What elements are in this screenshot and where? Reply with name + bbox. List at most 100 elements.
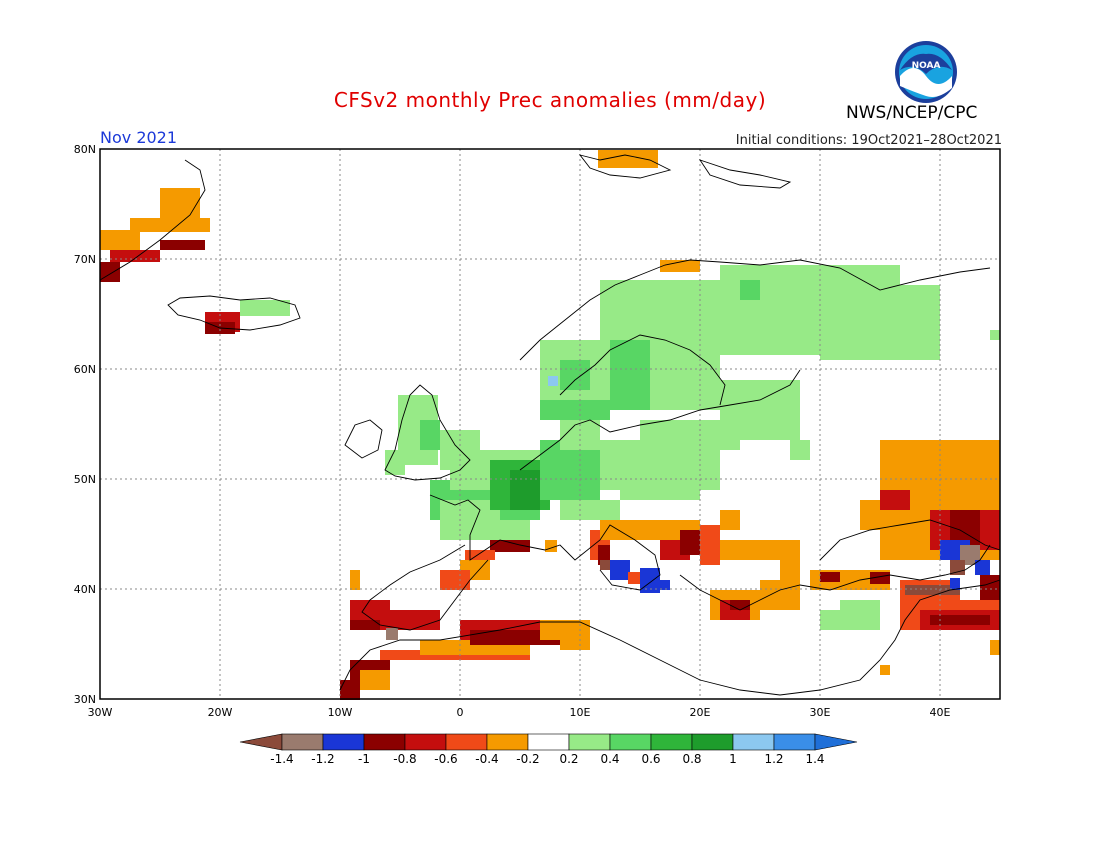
anomaly-cell [560,500,620,520]
colorbar-tick-label: -0.6 [434,752,458,766]
map-frame [99,148,1001,700]
colorbar-tick-label: 1.2 [764,752,784,766]
lon-label-20e: 20E [689,706,711,719]
colorbar-tick-label: 0.2 [559,752,579,766]
anomaly-cell [730,600,750,610]
anomaly-cell [560,640,590,650]
anomaly-cell [100,230,140,250]
anomaly-cell [910,470,1000,510]
anomaly-cell [720,510,740,530]
anomaly-cell [420,420,440,450]
colorbar-right-arrow [814,733,858,751]
lat-label-40n: 40N [73,583,96,596]
lon-label-20w: 20W [207,706,233,719]
anomaly-cell [820,572,840,582]
anomaly-cell [598,150,658,168]
anomaly-cell [386,628,398,640]
colorbar-segment [322,733,365,751]
anomaly-cell [160,240,205,250]
anomaly-cell [100,262,120,282]
anomaly-cell [510,470,540,510]
colorbar-segment [691,733,734,751]
colorbar-segment [486,733,529,751]
anomaly-cell [820,285,940,360]
colorbar-left-arrow [239,733,283,751]
anomaly-cell [360,670,390,690]
colorbar-segment [527,733,570,751]
anomaly-cell [990,330,1000,340]
initial-conditions: Initial conditions: 19Oct2021–28Oct2021 [735,133,1002,148]
anomaly-cell [975,560,990,575]
anomaly-cell [610,560,630,580]
anomaly-cells [100,150,1000,700]
anomaly-cell [460,520,530,540]
anomaly-cell [780,540,800,580]
colorbar-tick-label: 1.4 [805,752,825,766]
anomaly-cell [540,400,610,420]
colorbar-tick-label: 0.6 [641,752,661,766]
colorbar-segment [281,733,324,751]
lon-label-30e: 30E [809,706,831,719]
graticule [100,149,1000,699]
anomaly-cell [740,280,760,300]
anomaly-cell [720,540,780,560]
anomaly-cell [440,570,470,590]
colorbar-tick-label: 1 [729,752,737,766]
lat-label-60n: 60N [73,363,96,376]
anomaly-cell [840,600,880,612]
anomaly-cell [628,572,640,584]
anomaly-cell [930,615,990,625]
anomaly-cell [905,585,960,595]
anomaly-cell [610,340,650,410]
colorbar-segment [404,733,447,751]
colorbar-tick-label: 0.8 [682,752,702,766]
noaa-logo-icon: NOAA [895,41,957,103]
anomaly-cell [350,620,380,630]
colorbar-tick-label: -1.2 [311,752,335,766]
lat-label-70n: 70N [73,253,96,266]
anomaly-cell [760,580,800,610]
colorbar-segment [363,733,406,751]
anomaly-cell [700,525,720,565]
anomaly-cell [470,630,560,645]
colorbar-segment [445,733,488,751]
anomaly-cell [340,680,360,700]
anomaly-cell [540,620,590,640]
anomaly-cell [880,490,910,510]
anomaly-cell [385,450,405,475]
colorbar-segment [568,733,611,751]
colorbar-tick-label: -1 [358,752,370,766]
anomaly-cell [545,540,557,552]
anomaly-cell [130,218,210,232]
anomaly-cell [560,360,590,390]
anomaly-cell [980,575,1000,605]
anomaly-cell [490,540,530,552]
lat-label-30n: 30N [73,693,96,706]
lon-label-10e: 10E [569,706,591,719]
colorbar-tick-label: -0.8 [393,752,417,766]
lon-label-0: 0 [456,706,464,719]
anomaly-cell [600,560,610,570]
svg-text:NOAA: NOAA [912,61,941,71]
anomaly-cell [660,260,700,272]
anomaly-cell [600,520,640,540]
colorbar-segment [609,733,652,751]
coastlines [99,154,1001,696]
anomaly-cell [548,376,558,386]
anomaly-cell [680,530,700,555]
lon-label-30w: 30W [87,706,113,719]
anomaly-cell [650,580,670,590]
anomaly-cell [110,250,160,262]
lat-label-50n: 50N [73,473,96,486]
anomaly-cell [390,610,440,630]
colorbar-segment [732,733,775,751]
anomaly-cell [465,550,495,560]
colorbar-segment [650,733,693,751]
lon-label-40e: 40E [929,706,951,719]
colorbar [239,733,858,751]
anomaly-cell [620,480,700,500]
colorbar-tick-label: -1.4 [270,752,294,766]
colorbar-tick-label: 0.4 [600,752,620,766]
lon-label-10w: 10W [327,706,353,719]
